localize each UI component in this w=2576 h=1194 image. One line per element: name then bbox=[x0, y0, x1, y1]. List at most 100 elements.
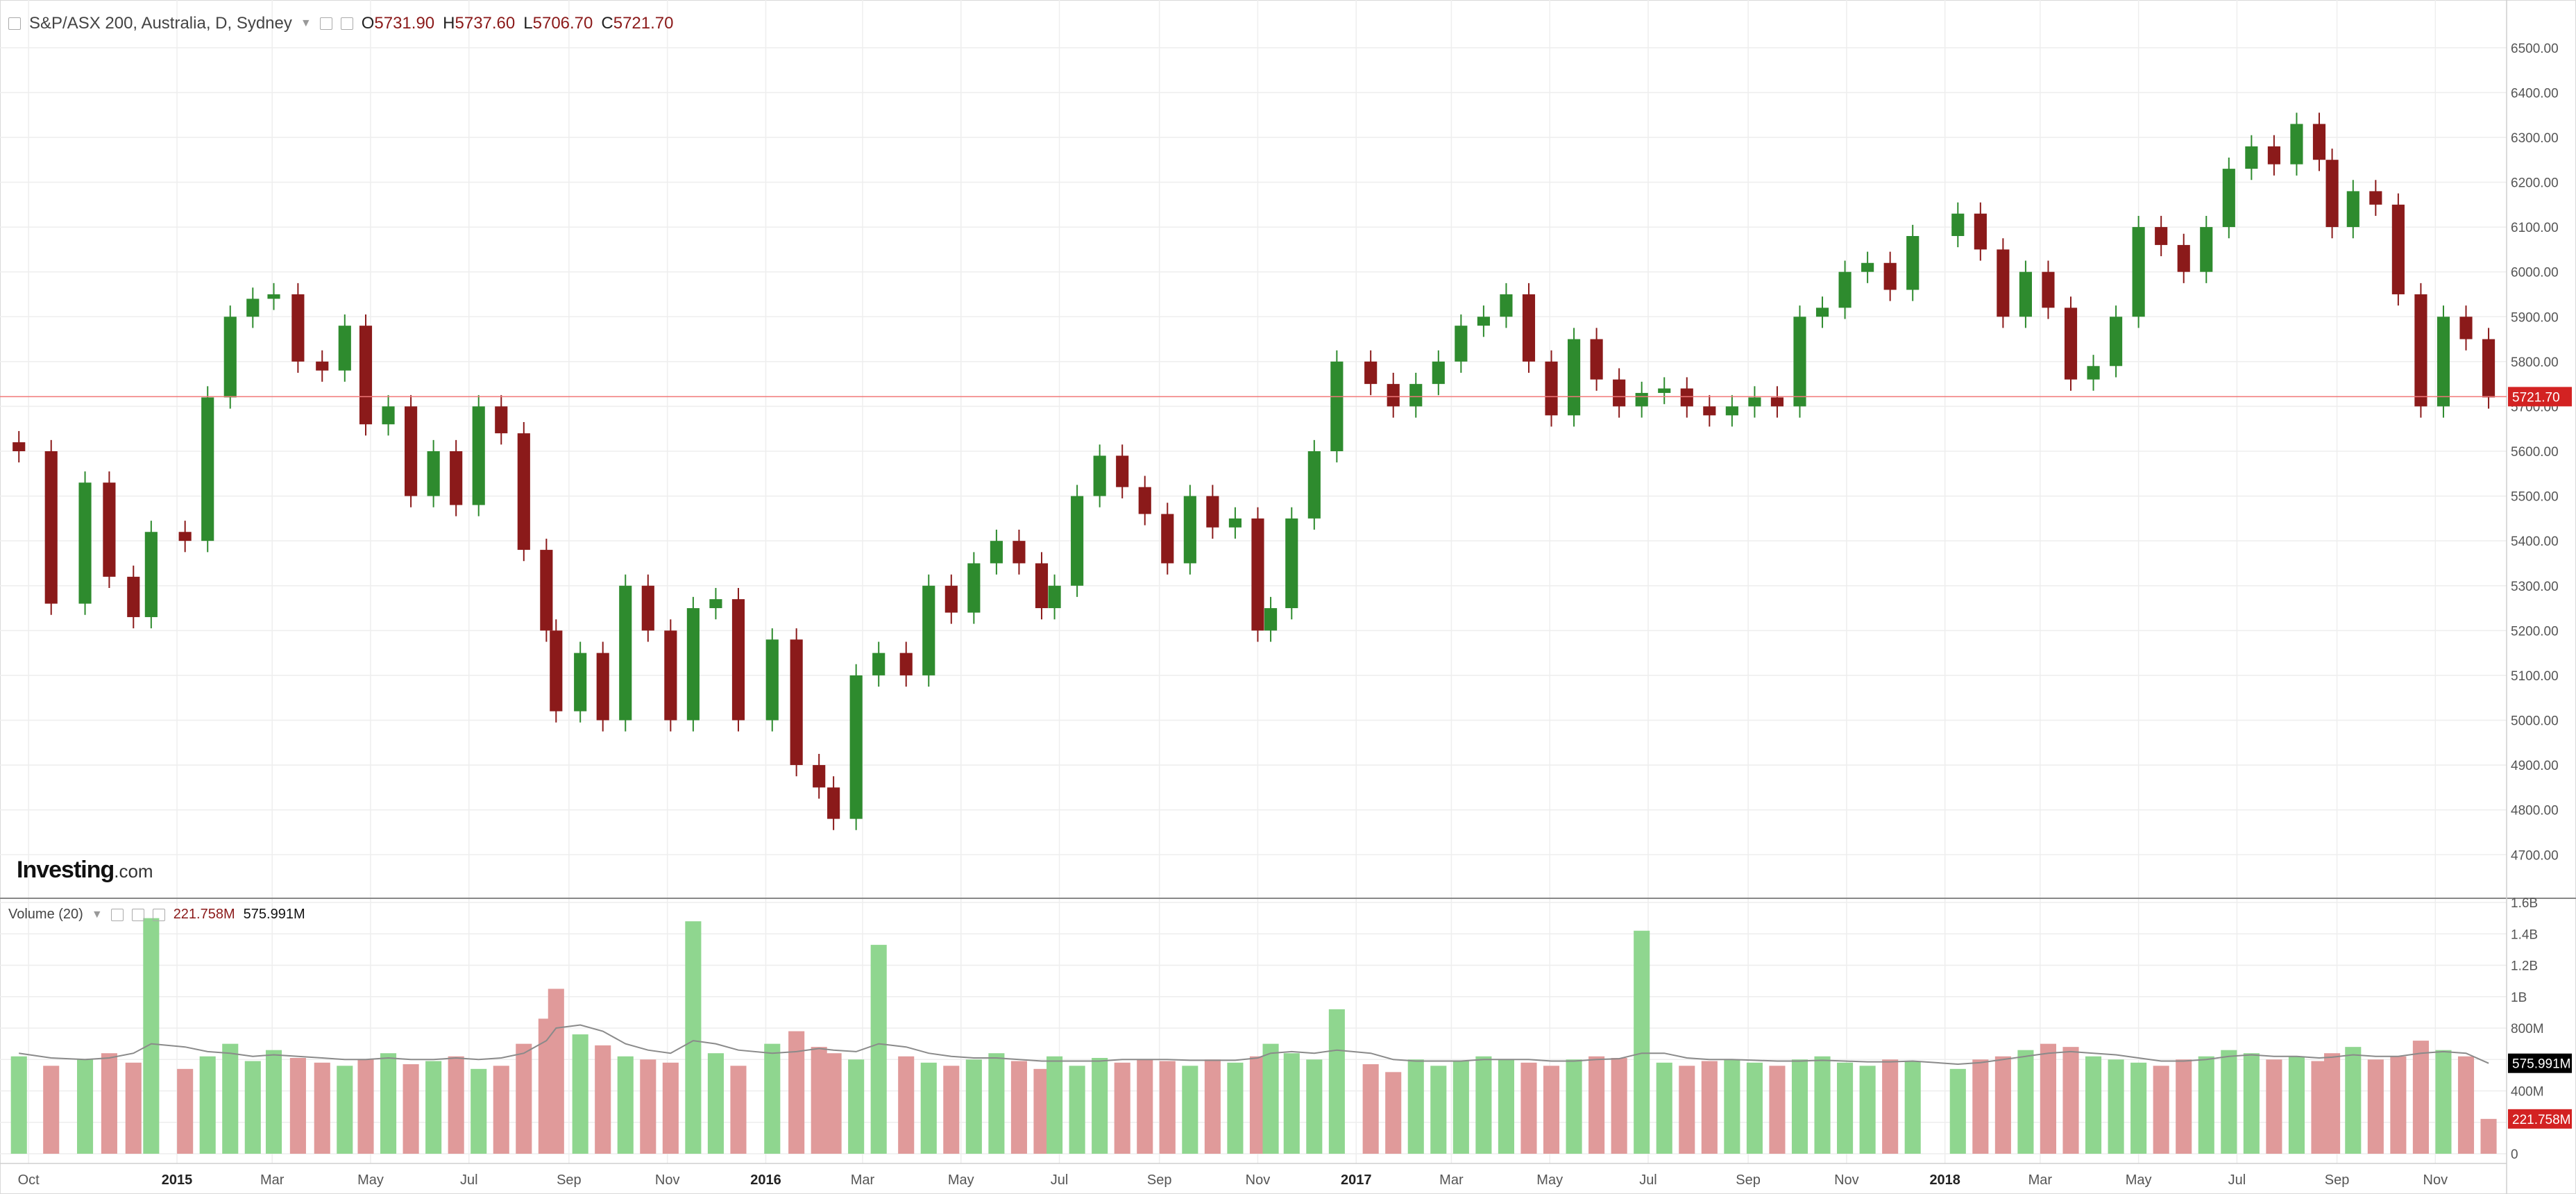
volume-bar bbox=[43, 1066, 60, 1154]
volume-bar bbox=[848, 1059, 865, 1154]
volume-bar bbox=[2367, 1059, 2384, 1154]
candle-body bbox=[790, 639, 803, 766]
candle-body bbox=[1590, 339, 1603, 380]
candle-body bbox=[967, 563, 981, 613]
volume-bar bbox=[516, 1043, 532, 1154]
hide-icon[interactable] bbox=[131, 908, 144, 921]
volume-bar bbox=[2412, 1041, 2429, 1154]
time-tick-label: May bbox=[2126, 1172, 2152, 1188]
settings-icon[interactable] bbox=[110, 908, 124, 921]
candle-body bbox=[944, 585, 958, 613]
time-tick-label: Jul bbox=[2228, 1172, 2246, 1188]
price-tick-label: 6300.00 bbox=[2511, 131, 2559, 146]
close-value: 5721.70 bbox=[613, 14, 674, 33]
candle-body bbox=[1545, 361, 1558, 416]
hide-icon[interactable] bbox=[340, 17, 353, 30]
candle-body bbox=[1974, 213, 1987, 250]
close-icon[interactable] bbox=[152, 908, 165, 921]
candle-body bbox=[2245, 146, 2258, 169]
candle-body bbox=[1725, 406, 1738, 416]
volume-bar bbox=[1656, 1062, 1672, 1154]
candle-body bbox=[849, 675, 863, 819]
collapse-toggle-icon[interactable] bbox=[8, 17, 21, 30]
volume-bar bbox=[77, 1059, 94, 1154]
candle-body bbox=[144, 532, 158, 617]
volume-bar bbox=[1046, 1056, 1063, 1154]
volume-ma-badge-bg bbox=[2508, 1053, 2572, 1073]
volume-bar bbox=[640, 1059, 656, 1154]
volume-bar bbox=[2062, 1047, 2079, 1154]
candle-body bbox=[1906, 236, 1920, 290]
candle-body bbox=[2346, 191, 2359, 228]
candle-body bbox=[338, 326, 351, 371]
volume-bar bbox=[199, 1056, 216, 1154]
volume-bar bbox=[1588, 1056, 1605, 1154]
candle-body bbox=[44, 451, 58, 604]
candle-body bbox=[1613, 379, 1626, 407]
volume-bar bbox=[2457, 1056, 2475, 1154]
last-price-badge: 5721.70 bbox=[2512, 390, 2560, 405]
volume-bar bbox=[2176, 1059, 2192, 1154]
volume-bar bbox=[1769, 1066, 1786, 1154]
candle-body bbox=[1748, 397, 1761, 407]
volume-bar bbox=[1701, 1061, 1718, 1154]
price-tick-label: 6200.00 bbox=[2511, 176, 2559, 191]
volume-bar bbox=[1204, 1059, 1221, 1154]
volume-bar bbox=[1385, 1072, 1402, 1154]
time-tick-label: Nov bbox=[1834, 1172, 1859, 1188]
symbol-title[interactable]: S&P/ASX 200, Australia, D, Sydney bbox=[29, 14, 292, 33]
candle-body bbox=[1838, 271, 1852, 308]
price-tick-label: 4800.00 bbox=[2511, 804, 2559, 818]
volume-title[interactable]: Volume (20) bbox=[8, 907, 83, 922]
candle-body bbox=[1387, 384, 1400, 407]
candle-body bbox=[731, 599, 745, 721]
time-tick-label: 2016 bbox=[750, 1172, 781, 1188]
low-label: L bbox=[523, 14, 533, 33]
time-tick-label: Mar bbox=[1439, 1172, 1464, 1188]
candle-body bbox=[540, 550, 553, 631]
volume-bar bbox=[1010, 1061, 1027, 1154]
volume-bar bbox=[1306, 1059, 1323, 1154]
volume-bar bbox=[2040, 1043, 2057, 1154]
volume-bar bbox=[1520, 1062, 1537, 1154]
candle-body bbox=[922, 585, 935, 675]
candle-body bbox=[2482, 339, 2496, 398]
volume-bars bbox=[10, 918, 2497, 1154]
volume-bar bbox=[1114, 1062, 1130, 1154]
candle-body bbox=[517, 433, 530, 550]
volume-bar bbox=[10, 1056, 27, 1154]
time-tick-label: 2018 bbox=[1929, 1172, 1960, 1188]
volume-bar bbox=[1859, 1066, 1876, 1154]
price-tick-label: 6400.00 bbox=[2511, 86, 2559, 101]
candle-body bbox=[1567, 339, 1581, 416]
candle-body bbox=[1635, 393, 1648, 407]
candle-body bbox=[899, 653, 913, 675]
time-tick-label: May bbox=[1536, 1172, 1563, 1188]
candle-body bbox=[1500, 294, 1513, 317]
candle-body bbox=[596, 653, 609, 721]
candle-body bbox=[1409, 384, 1423, 407]
time-tick-label: May bbox=[357, 1172, 384, 1188]
volume-bar bbox=[1283, 1053, 1300, 1154]
logo-brand: Investing bbox=[17, 857, 115, 883]
candle-body bbox=[1093, 455, 1106, 496]
candle-body bbox=[686, 608, 700, 721]
candle-body bbox=[382, 406, 395, 425]
candle-body bbox=[550, 630, 563, 712]
open-label: O bbox=[361, 14, 375, 33]
price-axis-labels: 4700.00 4800.00 4900.00 5000.00 5100.00 5200.… bbox=[2511, 42, 2559, 864]
volume-tick-label: 800M bbox=[2511, 1022, 2544, 1036]
chevron-down-icon[interactable]: ▼ bbox=[300, 17, 312, 29]
chevron-down-icon[interactable]: ▼ bbox=[91, 908, 103, 920]
volume-bar bbox=[2243, 1053, 2260, 1154]
volume-bar bbox=[2017, 1050, 2034, 1154]
volume-bar bbox=[1159, 1061, 1176, 1154]
settings-icon[interactable] bbox=[319, 17, 332, 30]
volume-tick-label: 1B bbox=[2511, 991, 2527, 1005]
time-tick-label: Jul bbox=[1051, 1172, 1069, 1188]
time-tick-label: Oct bbox=[18, 1172, 40, 1188]
candle-body bbox=[2110, 317, 2123, 367]
volume-bar bbox=[1498, 1059, 1514, 1154]
price-tick-label: 6100.00 bbox=[2511, 221, 2559, 235]
